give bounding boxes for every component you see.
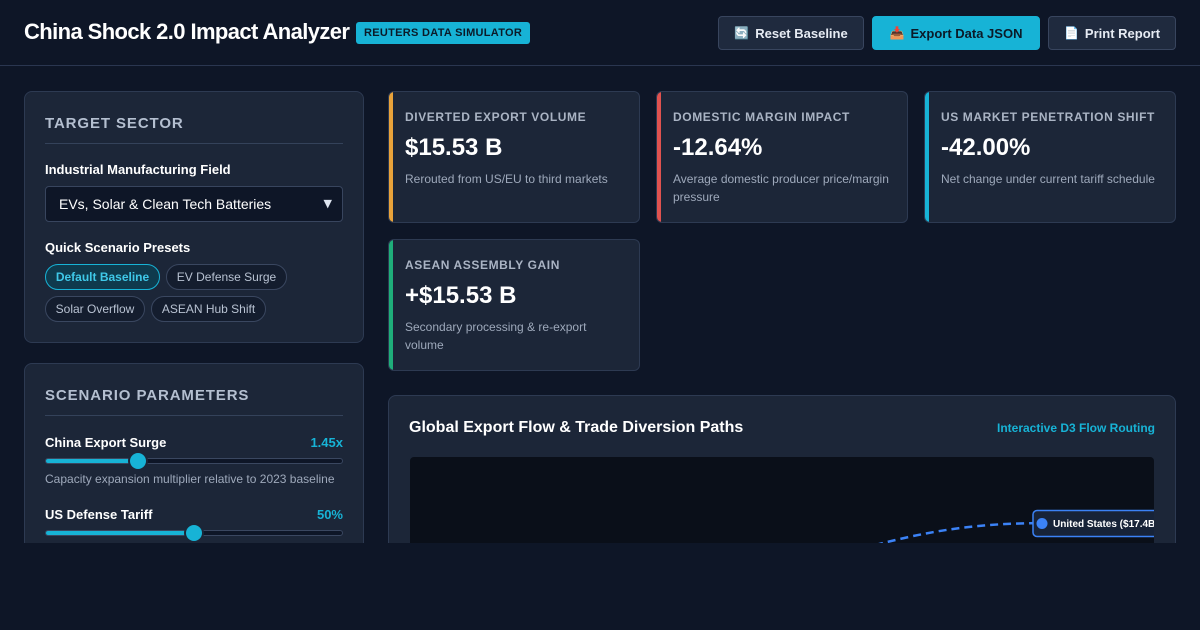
chevron-down-icon: ▼: [323, 197, 332, 210]
sector-select-value: EVs, Solar & Clean Tech Batteries: [59, 196, 272, 212]
scenario-parameters-panel: SCENARIO PARAMETERS China Export Surge 1…: [24, 363, 364, 543]
us-defense-tariff-value: 50%: [316, 507, 343, 522]
kpi-accent-bar: [389, 240, 393, 370]
kpi-label: DOMESTIC MARGIN IMPACT: [673, 110, 850, 124]
kpi-accent-bar: [657, 92, 661, 222]
reset-baseline-label: Reset Baseline: [755, 25, 848, 41]
flow-map-svg: United States ($17.4B: [850, 509, 1154, 543]
kpi-description: Net change under current tariff schedule: [941, 172, 1155, 186]
app-title: China Shock 2.0 Impact Analyzer: [24, 19, 350, 44]
china-export-surge-slider[interactable]: [45, 453, 343, 469]
flow-map-canvas[interactable]: United States ($17.4B: [410, 457, 1154, 543]
kpi-description: Secondary processing & re-export volume: [405, 320, 587, 352]
trade-flow-panel: Global Export Flow & Trade Diversion Pat…: [388, 395, 1176, 543]
preset-default-baseline[interactable]: Default Baseline: [45, 264, 160, 290]
kpi-label: DIVERTED EXPORT VOLUME: [405, 110, 587, 124]
kpi-card-us-penetration: US MARKET PENETRATION SHIFT -42.00% Net …: [924, 91, 1176, 223]
kpi-value: +$15.53 B: [405, 282, 517, 309]
preset-solar-overflow[interactable]: Solar Overflow: [45, 296, 145, 322]
flow-node-label: United States ($17.4B: [1053, 519, 1154, 530]
china-export-surge-help: Capacity expansion multiplier relative t…: [45, 472, 335, 486]
kpi-accent-bar: [389, 92, 393, 222]
preset-asean-hub-shift[interactable]: ASEAN Hub Shift: [151, 296, 266, 322]
slider-thumb[interactable]: [186, 525, 202, 541]
export-data-label: Export Data JSON: [910, 25, 1023, 41]
china-export-surge-label: China Export Surge: [45, 435, 167, 450]
target-sector-title: TARGET SECTOR: [45, 115, 343, 144]
slider-fill: [46, 531, 194, 535]
kpi-value: $15.53 B: [405, 134, 503, 161]
scenario-parameters-title: SCENARIO PARAMETERS: [45, 387, 343, 416]
flow-node-box: [1032, 509, 1154, 538]
kpi-description: Average domestic producer price/margin p…: [673, 172, 889, 204]
reset-baseline-button[interactable]: 🔄 Reset Baseline: [718, 16, 864, 50]
slider-fill: [46, 459, 138, 463]
export-data-button[interactable]: 📥 Export Data JSON: [872, 16, 1040, 50]
refresh-icon: 🔄: [734, 26, 750, 40]
kpi-value: -12.64%: [673, 134, 763, 161]
export-icon: 📥: [889, 26, 905, 40]
flow-routing-link[interactable]: Interactive D3 Flow Routing: [996, 421, 1155, 435]
header-bar: China Shock 2.0 Impact Analyzer REUTERS …: [0, 0, 1200, 66]
kpi-card-asean-gain: ASEAN ASSEMBLY GAIN +$15.53 B Secondary …: [388, 239, 640, 371]
simulator-badge: REUTERS DATA SIMULATOR: [356, 22, 531, 44]
us-defense-tariff-label: US Defense Tariff: [45, 507, 153, 522]
us-defense-tariff-slider[interactable]: [45, 525, 343, 541]
flow-node-united-states[interactable]: United States ($17.4B: [1032, 509, 1154, 538]
kpi-label: ASEAN ASSEMBLY GAIN: [405, 258, 560, 272]
flow-path-united-states[interactable]: [850, 521, 1051, 543]
preset-ev-defense-surge[interactable]: EV Defense Surge: [166, 264, 287, 290]
kpi-value: -42.00%: [941, 134, 1031, 161]
kpi-card-domestic-margin: DOMESTIC MARGIN IMPACT -12.64% Average d…: [656, 91, 908, 223]
kpi-description: Rerouted from US/EU to third markets: [405, 172, 608, 186]
flow-node-dot: [1036, 518, 1048, 529]
print-report-label: Print Report: [1084, 25, 1161, 41]
trade-flow-title: Global Export Flow & Trade Diversion Pat…: [409, 419, 744, 436]
kpi-accent-bar: [925, 92, 929, 222]
app-window: China Shock 2.0 Impact Analyzer REUTERS …: [0, 0, 1200, 543]
document-icon: 📄: [1063, 26, 1079, 40]
target-sector-panel: TARGET SECTOR Industrial Manufacturing F…: [24, 91, 364, 343]
sector-select[interactable]: EVs, Solar & Clean Tech Batteries ▼: [45, 186, 343, 222]
slider-thumb[interactable]: [129, 453, 146, 469]
print-report-button[interactable]: 📄 Print Report: [1048, 16, 1176, 50]
kpi-card-diverted-export: DIVERTED EXPORT VOLUME $15.53 B Rerouted…: [388, 91, 640, 223]
china-export-surge-value: 1.45x: [310, 435, 343, 450]
kpi-label: US MARKET PENETRATION SHIFT: [941, 110, 1155, 124]
field-label: Industrial Manufacturing Field: [45, 162, 231, 177]
presets-label: Quick Scenario Presets: [45, 240, 191, 255]
